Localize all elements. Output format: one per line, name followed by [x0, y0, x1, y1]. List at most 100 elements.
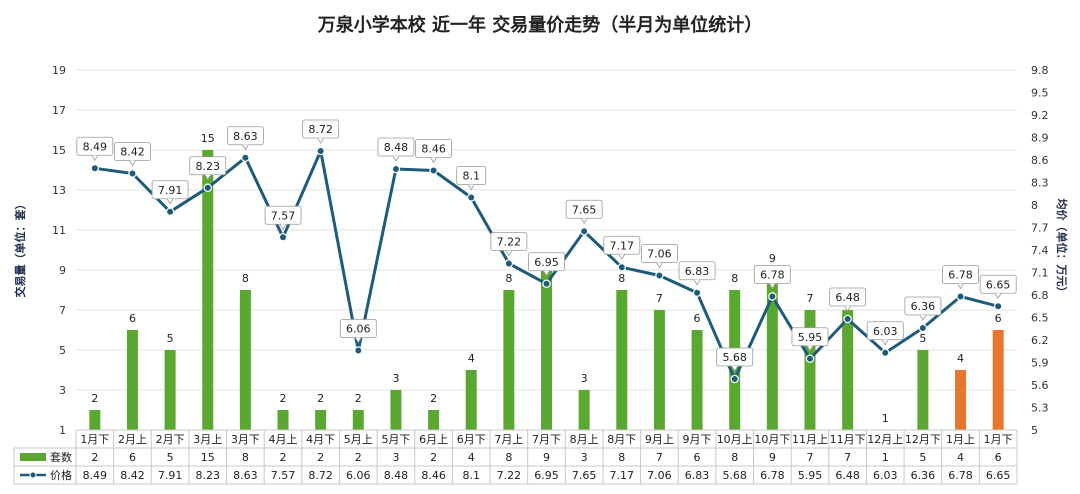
price-callout-pointer: [467, 184, 475, 191]
bar: [89, 410, 101, 430]
right-tick-label: 8: [1031, 199, 1038, 212]
category-label: 3月上: [193, 433, 222, 446]
right-tick-label: 6.2: [1031, 334, 1049, 347]
bar: [352, 410, 364, 430]
price-callout: 7.06: [641, 244, 678, 269]
category-label: 1月下: [984, 433, 1013, 446]
table-cell: 3: [581, 451, 588, 464]
price-point: [128, 169, 137, 178]
table-cell: 4: [468, 451, 475, 464]
bar: [277, 410, 289, 430]
table-cell: 7: [656, 451, 663, 464]
price-callout: 6.95: [528, 252, 565, 277]
price-callout: 6.83: [678, 261, 716, 286]
price-callout: 6.03: [866, 321, 904, 346]
price-callout-pointer: [618, 254, 626, 261]
price-point: [993, 302, 1003, 311]
table-cell: 8: [618, 451, 625, 464]
price-labels: 8.49 8.42 7.91 8.23 8.63 7.57 8.72 6.06 8.48 8.46…: [76, 119, 1017, 372]
bar-value-label: 5: [919, 332, 926, 345]
price-callout-pointer: [543, 270, 550, 277]
price-value-label: 6.36: [911, 300, 936, 313]
price-point: [203, 183, 212, 192]
price-callout: 8.72: [302, 119, 340, 144]
legend-bar-swatch: [20, 453, 46, 461]
price-point: [918, 323, 928, 333]
price-callout-pointer: [242, 144, 249, 151]
left-tick-label: 13: [52, 184, 66, 197]
bar: [465, 370, 477, 430]
category-label: 2月下: [156, 433, 185, 446]
category-label: 11月下: [830, 433, 866, 446]
price-value-label: 8.49: [83, 140, 108, 153]
price-point: [655, 271, 664, 280]
bar: [691, 330, 703, 430]
category-label: 6月下: [457, 433, 486, 446]
bar-value-label: 2: [317, 392, 324, 405]
price-callout: 8.63: [226, 126, 264, 151]
price-point: [241, 153, 250, 162]
price-callout-pointer: [994, 293, 1002, 300]
price-callout-pointer: [279, 224, 287, 231]
price-point: [768, 292, 777, 301]
price-value-label: 6.95: [534, 256, 559, 269]
price-callout-pointer: [731, 365, 739, 372]
left-tick-label: 9: [59, 264, 66, 277]
bar-value-label: 5: [167, 332, 174, 345]
category-label: 4月上: [269, 433, 298, 446]
price-callout-pointer: [392, 155, 400, 162]
right-tick-label: 5.3: [1031, 402, 1049, 415]
bar-value-label: 7: [806, 292, 813, 305]
bar-series: [89, 150, 1004, 430]
price-value-label: 6.48: [835, 291, 860, 304]
category-label: 6月上: [419, 433, 448, 446]
left-tick-label: 7: [59, 304, 66, 317]
right-tick-label: 7.4: [1031, 244, 1049, 257]
table-cell: 6.48: [835, 469, 860, 482]
price-callout: 7.57: [264, 205, 302, 231]
table-cell: 2: [280, 451, 287, 464]
bar: [390, 390, 402, 430]
price-callout: 6.78: [753, 265, 791, 290]
table-cell: 2: [317, 451, 324, 464]
price-callout-pointer: [957, 283, 964, 290]
price-point: [316, 146, 325, 156]
price-point: [90, 164, 100, 173]
category-label: 10月上: [717, 433, 753, 446]
price-callout-pointer: [129, 160, 136, 167]
bar: [992, 330, 1004, 430]
table-cell: 9: [769, 451, 776, 464]
bar: [766, 270, 778, 430]
left-tick-label: 15: [52, 144, 66, 157]
right-tick-label: 8.6: [1031, 154, 1049, 167]
price-callout: 6.36: [904, 296, 942, 321]
right-tick-label: 9.8: [1031, 64, 1049, 77]
left-tick-label: 17: [52, 104, 66, 117]
bar-value-label: 1: [882, 412, 889, 425]
price-callout: 7.91: [151, 180, 189, 205]
bar: [578, 390, 590, 430]
category-label: 12月下: [905, 433, 941, 446]
category-label: 8月上: [570, 433, 599, 446]
price-callout: 6.65: [979, 274, 1017, 300]
price-point: [165, 207, 175, 216]
price-callout-pointer: [881, 339, 889, 346]
price-value-label: 6.78: [760, 269, 785, 282]
price-value-label: 8.1: [462, 170, 480, 183]
table-cell: 8.23: [195, 469, 220, 482]
price-callout-pointer: [580, 218, 588, 225]
price-value-label: 8.42: [120, 146, 145, 159]
left-tick-label: 19: [52, 64, 66, 77]
price-value-label: 8.63: [233, 130, 258, 143]
table-cell: 3: [392, 451, 399, 464]
price-point: [843, 314, 852, 324]
category-label: 5月下: [381, 433, 410, 446]
bar: [616, 290, 628, 430]
price-callout: 7.17: [603, 235, 641, 261]
right-axis-ticks: 5 5.3 5.6 5.9 6.2 6.5 6.8 7.1 7.4 7.7 8 8.3 8.6 8.9 9.…: [1031, 64, 1049, 437]
bar-value-label: 4: [957, 352, 964, 365]
price-callout: 8.48: [377, 137, 415, 162]
table-cell: 9: [543, 451, 550, 464]
table-cell: 7.91: [158, 469, 183, 482]
